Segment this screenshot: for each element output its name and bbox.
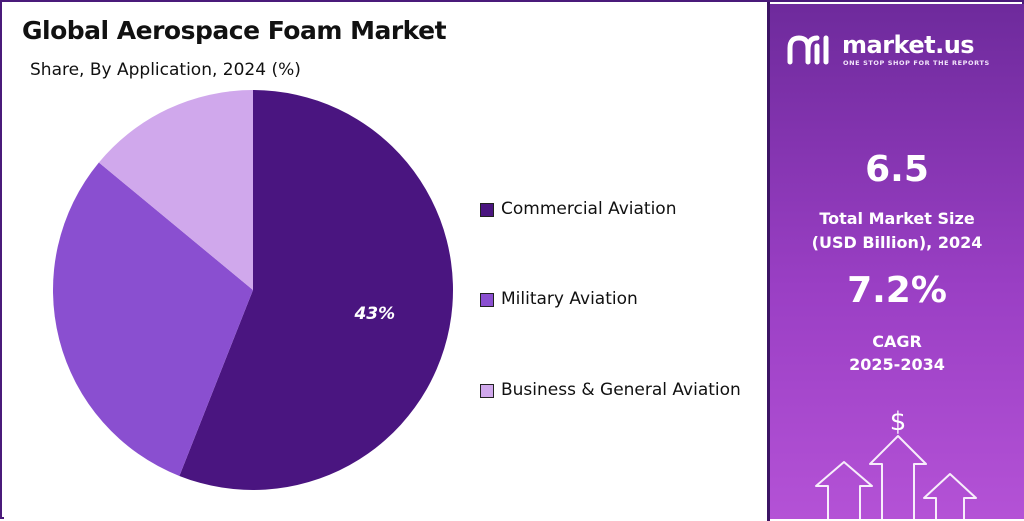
cagr-value: 7.2% — [847, 270, 947, 311]
market-us-logo-icon — [787, 35, 829, 65]
pie-data-label: 43% — [353, 304, 395, 324]
pie-chart: 43% — [52, 90, 453, 490]
brand-logo: market.us ONE STOP SHOP FOR THE REPORTS — [786, 30, 1016, 74]
legend-label-commercial-aviation: Commercial Aviation — [501, 199, 677, 219]
dollar-symbol: $ — [890, 407, 907, 437]
market-size-value: 6.5 — [865, 149, 929, 190]
market-size-label-line2: (USD Billion), 2024 — [811, 233, 983, 252]
chart-subtitle: Share, By Application, 2024 (%) — [30, 60, 301, 80]
legend-swatch-business-general-aviation — [480, 384, 494, 398]
pie-slice-military-aviation — [52, 162, 253, 476]
chart-panel: Global Aerospace Foam Market Share, By A… — [4, 4, 767, 519]
stats-panel: market.us ONE STOP SHOP FOR THE REPORTS … — [770, 4, 1024, 519]
pie-slice-business-general-aviation — [98, 90, 253, 290]
market-size-label-line1: Total Market Size — [819, 209, 975, 228]
brand-tagline: ONE STOP SHOP FOR THE REPORTS — [843, 59, 990, 67]
pie-slice-commercial-aviation — [179, 90, 453, 490]
brand-name: market.us — [842, 31, 975, 59]
legend-swatch-commercial-aviation — [480, 203, 494, 217]
cagr-label-line2: 2025-2034 — [849, 355, 945, 374]
dollar-growth-arrows-icon: $ — [815, 407, 977, 519]
legend-label-military-aviation: Military Aviation — [501, 289, 638, 309]
cagr-label-line1: CAGR — [872, 332, 922, 351]
legend-swatch-military-aviation — [480, 293, 494, 307]
panel-divider — [767, 2, 770, 521]
legend-label-business-general-aviation: Business & General Aviation — [501, 380, 741, 400]
chart-title: Global Aerospace Foam Market — [22, 16, 447, 45]
